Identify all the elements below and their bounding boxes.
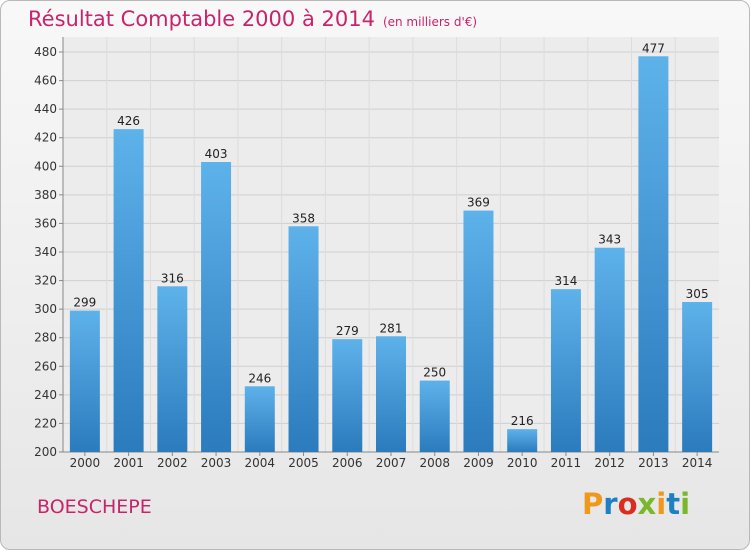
logo-letter: i xyxy=(656,487,667,521)
x-tick-labels: 2000 2001 2002 2003 2004 2005 2006 2007 2008 2009… xyxy=(70,456,713,470)
data-label: 281 xyxy=(380,321,403,335)
logo-letter: o xyxy=(617,487,638,521)
x-tick-label: 2009 xyxy=(463,456,494,470)
bar xyxy=(550,289,581,452)
x-tick-label: 2000 xyxy=(70,456,101,470)
x-tick-label: 2005 xyxy=(288,456,319,470)
y-tick-label: 340 xyxy=(34,245,57,259)
bar xyxy=(332,339,363,452)
data-label: 403 xyxy=(205,147,228,161)
chart-unit-note: (en milliers d'€) xyxy=(382,15,478,29)
y-tick-label: 360 xyxy=(34,216,57,230)
data-labels: 299 426 316 403 246 358 279 281 250 369 216 314 343 4… xyxy=(73,41,708,428)
y-tick-label: 460 xyxy=(34,74,57,88)
chart-title-text: Résultat Comptable 2000 à 2014 xyxy=(28,7,375,31)
logo-letter: x xyxy=(637,487,657,521)
y-tick-label: 200 xyxy=(34,445,57,459)
logo-letter: i xyxy=(680,487,691,521)
bar xyxy=(113,129,144,452)
y-tick-label: 240 xyxy=(34,388,57,402)
y-tick-label: 280 xyxy=(34,331,57,345)
y-tick-label: 220 xyxy=(34,416,57,430)
bar xyxy=(157,286,188,452)
x-tick-label: 2001 xyxy=(113,456,144,470)
data-label: 250 xyxy=(423,366,446,380)
logo-letter: P xyxy=(582,487,604,521)
data-label: 369 xyxy=(467,196,490,210)
bar xyxy=(682,302,713,452)
x-tick-label: 2008 xyxy=(419,456,450,470)
data-label: 279 xyxy=(336,324,359,338)
data-label: 316 xyxy=(161,271,184,285)
y-tick-label: 380 xyxy=(34,188,57,202)
data-label: 299 xyxy=(73,296,96,310)
bar xyxy=(244,386,275,452)
x-tick-label: 2012 xyxy=(594,456,625,470)
y-tick-label: 440 xyxy=(34,102,57,116)
data-label: 358 xyxy=(292,211,315,225)
bar xyxy=(288,226,319,452)
bar xyxy=(638,56,669,453)
bar xyxy=(463,210,494,452)
data-label: 477 xyxy=(642,41,665,55)
bar xyxy=(507,429,538,452)
bar xyxy=(201,162,232,452)
data-label: 305 xyxy=(686,287,709,301)
data-label: 246 xyxy=(248,371,271,385)
bar xyxy=(594,247,625,452)
proxiti-logo: Proxiti xyxy=(582,487,690,521)
bar xyxy=(419,380,450,452)
x-tick-label: 2004 xyxy=(245,456,276,470)
x-tick-label: 2014 xyxy=(682,456,713,470)
y-tick-label: 300 xyxy=(34,302,57,316)
y-tick-label: 260 xyxy=(34,359,57,373)
x-tick-label: 2002 xyxy=(157,456,188,470)
logo-letter: t xyxy=(666,487,681,521)
data-label: 314 xyxy=(554,274,577,288)
x-tick-label: 2003 xyxy=(201,456,232,470)
bars xyxy=(69,56,713,453)
x-tick-label: 2010 xyxy=(507,456,538,470)
x-tick-label: 2006 xyxy=(332,456,363,470)
chart-title: Résultat Comptable 2000 à 2014 (en millie… xyxy=(28,7,477,31)
y-tick-labels: 200 220 240 260 280 300 320 340 360 380 400 420 440 4… xyxy=(34,45,57,459)
x-tick-label: 2007 xyxy=(376,456,407,470)
x-tick-label: 2011 xyxy=(551,456,582,470)
y-tick-label: 420 xyxy=(34,131,57,145)
data-label: 426 xyxy=(117,114,140,128)
bar xyxy=(376,336,406,452)
bar xyxy=(69,310,100,452)
data-label: 343 xyxy=(598,233,621,247)
y-tick-label: 400 xyxy=(34,159,57,173)
logo-letter: r xyxy=(603,487,618,521)
commune-name: BOESCHEPE xyxy=(37,496,152,518)
x-tick-label: 2013 xyxy=(638,456,669,470)
y-tick-label: 320 xyxy=(34,274,57,288)
data-label: 216 xyxy=(511,414,534,428)
y-tick-label: 480 xyxy=(34,45,57,59)
